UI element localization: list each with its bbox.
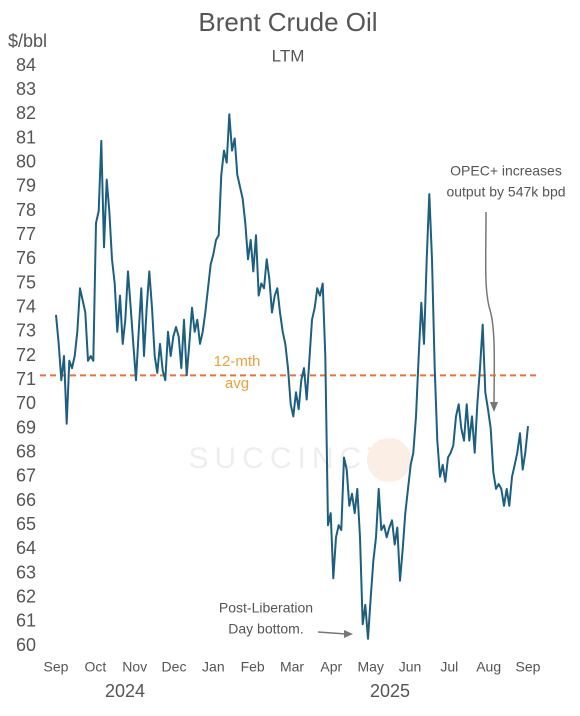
y-tick-label: 75 bbox=[16, 272, 36, 292]
year-label: 2025 bbox=[370, 681, 410, 701]
y-tick-label: 71 bbox=[16, 369, 36, 389]
average-label: 12-mth bbox=[214, 353, 261, 370]
y-tick-label: 78 bbox=[16, 200, 36, 220]
y-tick-label: 69 bbox=[16, 417, 36, 437]
y-tick-label: 77 bbox=[16, 224, 36, 244]
x-tick-label: Aug bbox=[476, 659, 501, 675]
x-tick-label: Jun bbox=[399, 659, 422, 675]
x-tick-label: Sep bbox=[516, 659, 541, 675]
y-tick-label: 82 bbox=[16, 103, 36, 123]
watermark: SUCCINCT bbox=[189, 442, 392, 475]
arrow-head bbox=[344, 630, 353, 638]
y-tick-label: 76 bbox=[16, 248, 36, 268]
y-tick-label: 80 bbox=[16, 151, 36, 171]
y-tick-label: 66 bbox=[16, 490, 36, 510]
x-tick-label: Mar bbox=[280, 659, 304, 675]
y-tick-label: 60 bbox=[16, 635, 36, 655]
year-label: 2024 bbox=[105, 681, 145, 701]
y-tick-label: 65 bbox=[16, 514, 36, 534]
y-tick-label: 63 bbox=[16, 562, 36, 582]
x-tick-label: Jul bbox=[440, 659, 458, 675]
y-tick-label: 61 bbox=[16, 611, 36, 631]
chart-title: Brent Crude Oil bbox=[198, 7, 377, 37]
annotation-arrow bbox=[484, 211, 496, 409]
annotation: Day bottom. bbox=[228, 621, 303, 637]
x-tick-label: Sep bbox=[44, 659, 69, 675]
x-tick-label: Feb bbox=[241, 659, 265, 675]
x-tick-label: Oct bbox=[84, 659, 106, 675]
y-tick-label: 74 bbox=[16, 296, 36, 316]
y-tick-label: 79 bbox=[16, 176, 36, 196]
annotation: Post-Liberation bbox=[219, 600, 313, 616]
annotation: OPEC+ increases bbox=[450, 163, 562, 179]
x-tick-label: May bbox=[357, 659, 383, 675]
y-tick-label: 62 bbox=[16, 586, 36, 606]
y-tick-label: 67 bbox=[16, 466, 36, 486]
y-tick-label: 83 bbox=[16, 79, 36, 99]
price-line bbox=[55, 113, 529, 640]
y-tick-label: 81 bbox=[16, 127, 36, 147]
x-tick-label: Jan bbox=[202, 659, 225, 675]
chart-subtitle: LTM bbox=[272, 46, 305, 65]
x-tick-label: Nov bbox=[122, 659, 147, 675]
y-tick-label: 84 bbox=[16, 55, 36, 75]
y-tick-label: 68 bbox=[16, 441, 36, 461]
average-label: avg bbox=[225, 375, 249, 392]
annotation: output by 547k bpd bbox=[446, 184, 565, 200]
arrow-head bbox=[490, 402, 498, 412]
watermark-logo bbox=[367, 438, 411, 482]
x-tick-label: Apr bbox=[320, 659, 342, 675]
y-tick-label: 64 bbox=[16, 538, 36, 558]
y-unit: $/bbl bbox=[8, 31, 47, 51]
y-tick-label: 70 bbox=[16, 393, 36, 413]
y-tick-label: 73 bbox=[16, 321, 36, 341]
annotation-arrow bbox=[317, 631, 347, 635]
x-tick-label: Dec bbox=[162, 659, 187, 675]
y-tick-label: 72 bbox=[16, 345, 36, 365]
